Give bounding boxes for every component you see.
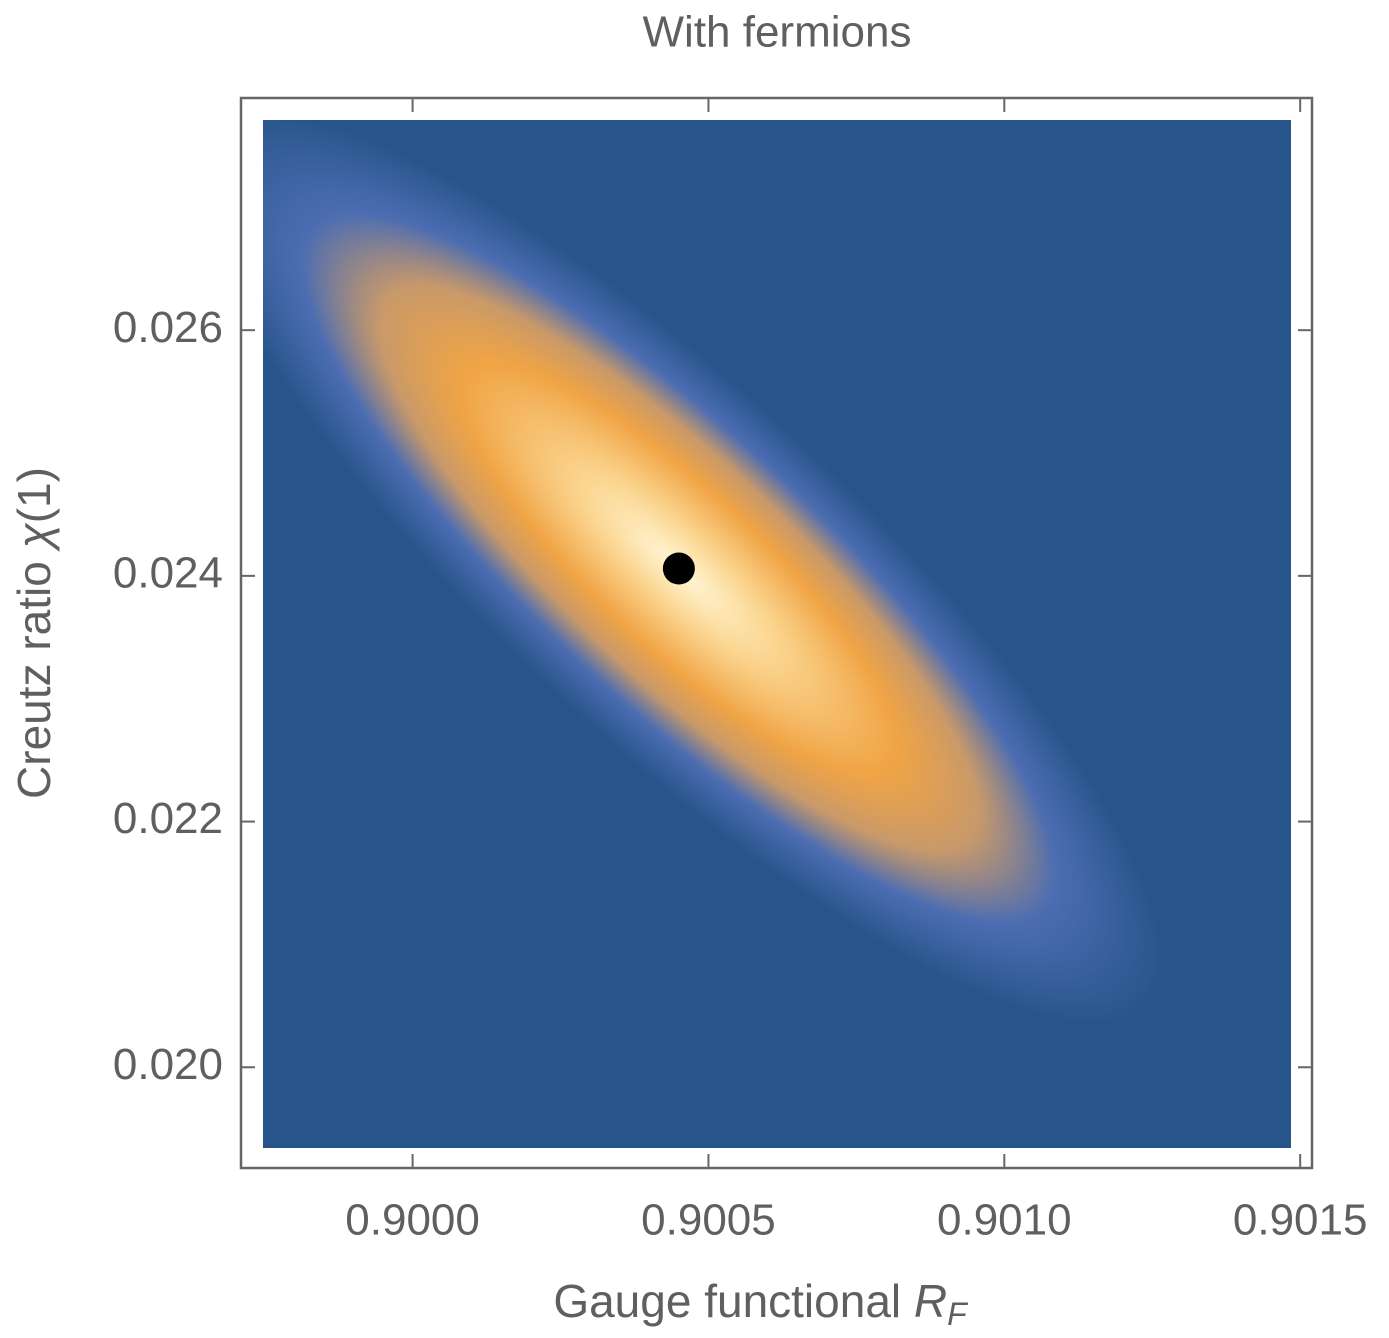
y-label-suffix: (1) [8,467,60,523]
x-tick-label: 0.9015 [1233,1196,1368,1245]
y-tick-label: 0.020 [113,1040,223,1089]
point [662,552,695,585]
x-axis-label: Gauge functional RF [553,1275,969,1332]
x-label-subscript: F [947,1296,969,1332]
x-tick-label: 0.9010 [937,1196,1072,1245]
y-axis-label: Creutz ratio χ(1) [8,467,60,799]
chart-title: With fermions [643,8,912,57]
y-tick-label: 0.024 [113,549,223,598]
y-label-symbol: χ [8,522,60,552]
x-tick-label: 0.9000 [345,1196,480,1245]
y-tick-label: 0.022 [113,794,223,843]
x-tick-label: 0.9005 [641,1196,776,1245]
y-label-text: Creutz ratio [8,548,60,799]
y-tick-label: 0.026 [113,303,223,352]
frame [239,96,1314,1170]
x-label-symbol: R [914,1275,947,1327]
x-label-text: Gauge functional [553,1275,914,1327]
